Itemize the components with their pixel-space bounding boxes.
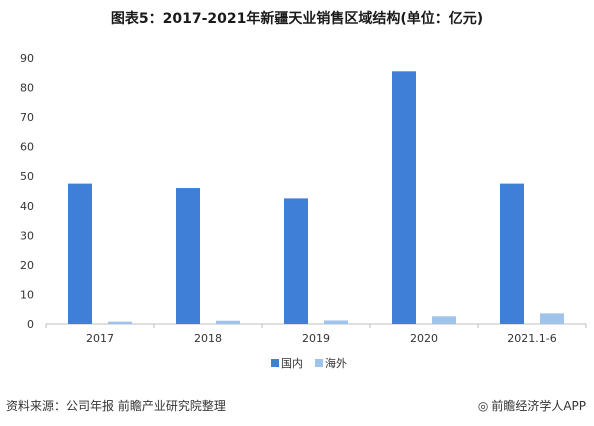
- legend-label: 海外: [325, 356, 347, 370]
- bar-overseas: [324, 320, 348, 324]
- bar-domestic: [176, 188, 200, 324]
- y-tick-label: 60: [20, 141, 34, 154]
- chart-title: 图表5：2017-2021年新疆天业销售区域结构(单位：亿元): [110, 11, 484, 27]
- x-axis: 2017 2018 2019 2020 2021.1-6: [45, 323, 587, 345]
- bar-overseas: [216, 320, 240, 324]
- y-tick-label: 70: [20, 111, 34, 124]
- bars: [68, 71, 564, 324]
- y-tick-label: 40: [20, 200, 34, 213]
- bar-chart: 0 10 20 30 40 50 60 70 80 90 2017 2018 2019 2020 2021…: [20, 52, 587, 370]
- brand-label: 前瞻经济学人APP: [491, 399, 586, 413]
- y-tick-label: 30: [20, 229, 34, 242]
- y-tick-label: 0: [27, 318, 34, 331]
- x-tick-label: 2018: [194, 332, 222, 345]
- bar-overseas: [540, 313, 564, 324]
- y-tick-label: 10: [20, 288, 34, 301]
- legend-swatch: [315, 359, 323, 367]
- brand: ◎ 前瞻经济学人APP: [478, 397, 586, 414]
- y-tick-label: 20: [20, 259, 34, 272]
- bar-domestic: [284, 198, 308, 324]
- y-tick-label: 90: [20, 52, 34, 65]
- x-tick-label: 2019: [302, 332, 330, 345]
- y-tick-label: 80: [20, 82, 34, 95]
- bar-domestic: [68, 183, 92, 324]
- x-tick-label: 2017: [86, 332, 114, 345]
- x-tick-label: 2021.1-6: [507, 332, 556, 345]
- compass-icon: ◎: [477, 399, 489, 413]
- y-axis: 0 10 20 30 40 50 60 70 80 90: [20, 52, 34, 331]
- bar-domestic: [500, 183, 524, 324]
- bar-overseas: [432, 316, 456, 324]
- legend: 国内 海外: [271, 356, 347, 370]
- source-note: 资料来源：公司年报 前瞻产业研究院整理: [6, 399, 226, 413]
- y-tick-label: 50: [20, 170, 34, 183]
- legend-label: 国内: [281, 356, 303, 370]
- bar-overseas: [108, 321, 132, 324]
- x-tick-label: 2020: [410, 332, 438, 345]
- legend-swatch: [271, 359, 279, 367]
- bar-domestic: [392, 71, 416, 324]
